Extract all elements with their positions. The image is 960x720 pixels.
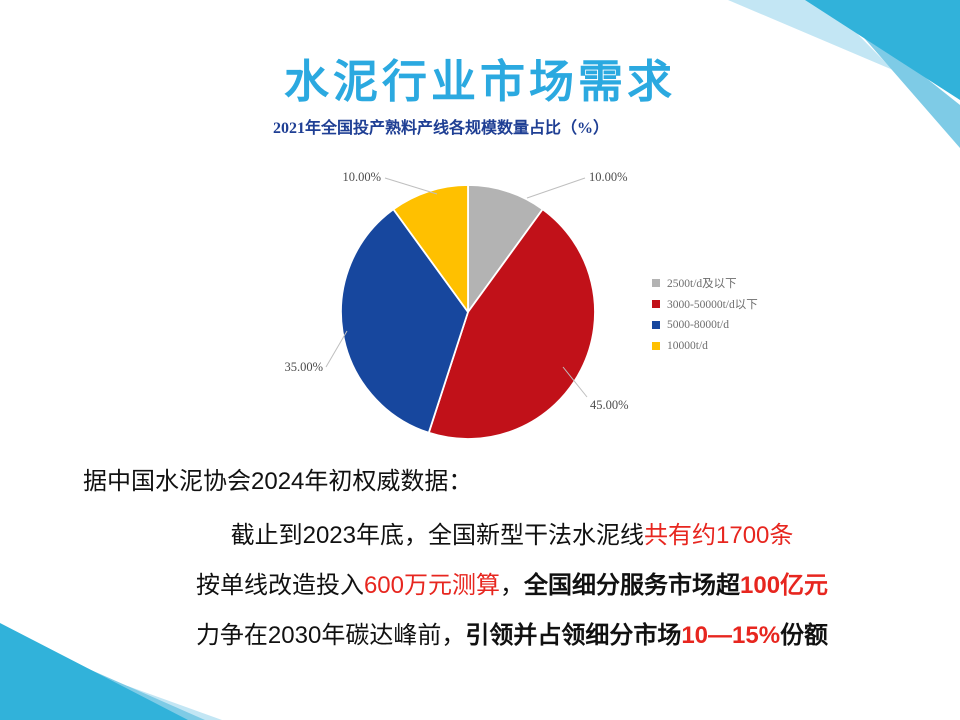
legend-item: 10000t/d — [652, 335, 758, 356]
text-segment-bold: 引领并占领细分市场 — [465, 622, 682, 649]
text-segment-red-bold: 10—15% — [681, 622, 781, 649]
triangle-shape — [0, 630, 205, 720]
pie-slice-5000-8000 — [340, 208, 469, 434]
legend-swatch-red — [652, 299, 660, 308]
leader-line — [384, 177, 438, 195]
pie-slice-2500-and-below — [467, 184, 544, 313]
text-segment: ， — [500, 572, 524, 599]
text-segment-red-bold: 100亿元 — [740, 572, 829, 599]
leader-line — [325, 330, 348, 368]
chart-title: 2021年全国投产熟料产线各规模数量占比（%） — [272, 120, 610, 137]
legend-item: 2500t/d及以下 — [652, 272, 758, 293]
legend-item: 3000-50000t/d以下 — [652, 293, 758, 314]
leader-line — [562, 366, 588, 398]
triangle-shape — [0, 640, 222, 720]
body-line-3: 力争在2030年碳达峰前，引领并占领细分市场10—15%份额 — [196, 620, 828, 651]
legend-label: 10000t/d — [667, 339, 708, 352]
legend-swatch-gray — [652, 278, 660, 287]
body-intro-line: 据中国水泥协会2024年初权威数据： — [83, 468, 473, 495]
text-segment-red: 600万元测算 — [363, 572, 500, 599]
text-segment-bold: 全国细分服务市场超 — [524, 572, 740, 599]
legend-swatch-yellow — [652, 341, 660, 350]
data-label-blue: 35.00% — [284, 360, 323, 374]
pie-slice-3000-50000 — [427, 208, 596, 440]
data-label-gray: 10.00% — [589, 170, 628, 184]
text-segment-red: 共有约1700条 — [644, 522, 794, 549]
triangle-shape — [0, 623, 188, 720]
text-segment-bold: 份额 — [780, 622, 829, 649]
legend-label: 5000-8000t/d — [667, 318, 729, 331]
leader-line — [526, 177, 586, 199]
page-title: 水泥行业市场需求 — [283, 56, 676, 107]
body-line-2: 按单线改造投入600万元测算，全国细分服务市场超100亿元 — [196, 570, 828, 601]
pie-chart: 10.00% 10.00% 35.00% 45.00% — [284, 170, 629, 440]
text-segment: 力争在2030年碳达峰前， — [195, 622, 466, 649]
chart-legend: 2500t/d及以下 3000-50000t/d以下 5000-8000t/d … — [652, 272, 758, 356]
legend-label: 2500t/d及以下 — [667, 277, 737, 290]
legend-label: 3000-50000t/d以下 — [667, 298, 758, 311]
text-segment: 按单线改造投入 — [195, 572, 364, 599]
data-label-red: 45.00% — [590, 398, 629, 412]
data-label-yellow: 10.00% — [342, 170, 381, 184]
legend-item: 5000-8000t/d — [652, 314, 758, 335]
text-segment: 截止到2023年底，全国新型干法水泥线 — [230, 522, 644, 549]
body-line-1: 截止到2023年底，全国新型干法水泥线共有约1700条 — [231, 520, 794, 551]
legend-swatch-blue — [652, 320, 660, 329]
